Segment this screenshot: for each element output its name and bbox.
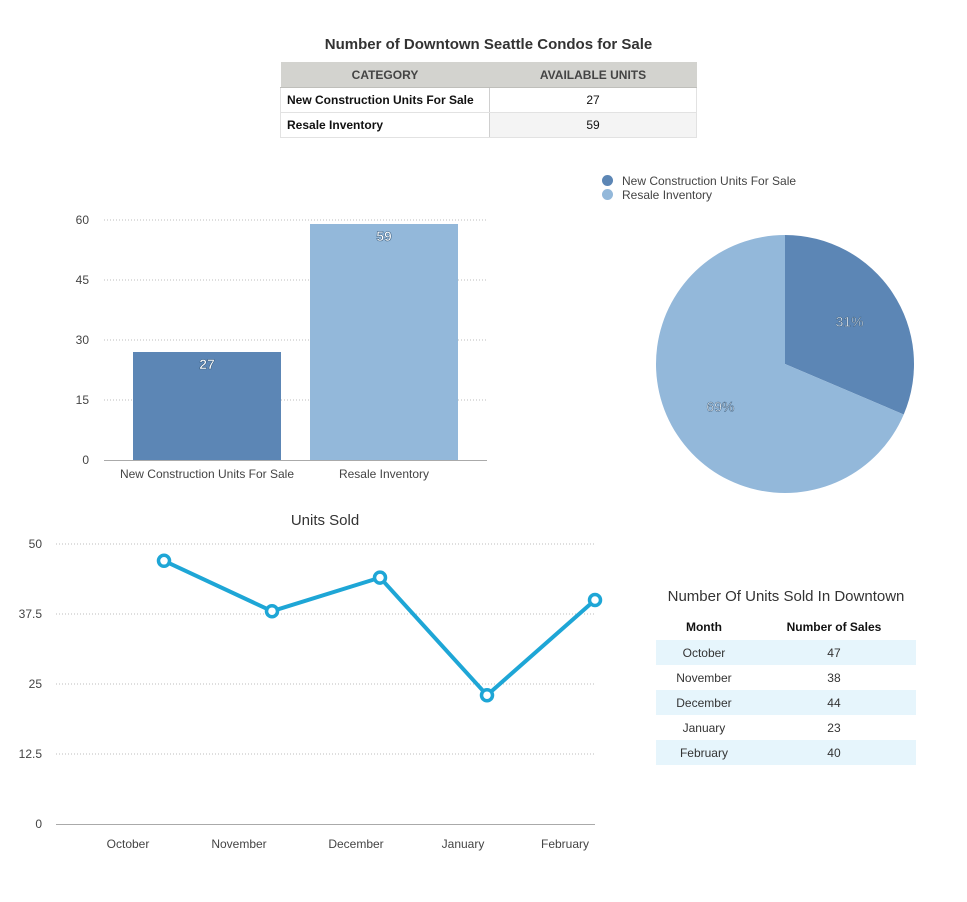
bar-data-label: 59 <box>376 228 392 244</box>
pie-legend: New Construction Units For Sale Resale I… <box>602 174 796 202</box>
table-row: November 38 <box>656 665 916 690</box>
y-tick-label: 37.5 <box>19 607 43 621</box>
table-row: December 44 <box>656 690 916 715</box>
month-cell: February <box>656 740 752 765</box>
condos-table: CATEGORY AVAILABLE UNITS New Constructio… <box>280 62 697 138</box>
sales-cell: 38 <box>827 670 841 685</box>
y-tick-label: 30 <box>76 333 90 347</box>
data-point <box>587 592 603 608</box>
pie-percent-label: 31% <box>836 313 864 329</box>
x-tick-label: New Construction Units For Sale <box>120 467 294 481</box>
bar <box>133 352 281 460</box>
x-tick-label: October <box>107 837 150 851</box>
category-cell: New Construction Units For Sale <box>280 87 490 113</box>
pie-slice <box>656 235 904 493</box>
month-cell: October <box>656 640 752 665</box>
table-row: Resale Inventory 59 <box>280 112 697 138</box>
data-point <box>264 603 280 619</box>
y-tick-label: 0 <box>82 453 89 467</box>
table-header-row: Month Number of Sales <box>656 614 916 640</box>
table-row: New Construction Units For Sale 27 <box>280 87 697 113</box>
bar-chart: 0 15 30 45 60 27 New Construction Units For Sa… <box>76 213 487 481</box>
y-tick-label: 15 <box>76 393 90 407</box>
table-header-row: CATEGORY AVAILABLE UNITS <box>280 62 697 88</box>
x-tick-label: December <box>328 837 383 851</box>
column-header-sales: Number of Sales <box>786 620 882 634</box>
legend-item-new-construction: New Construction Units For Sale <box>602 174 796 188</box>
table-row: January 23 <box>656 715 916 740</box>
month-cell: November <box>676 670 732 685</box>
table-row: October 47 <box>656 640 916 665</box>
legend-item-resale: Resale Inventory <box>602 188 796 202</box>
x-tick-label: November <box>211 837 266 851</box>
y-tick-label: 45 <box>76 273 90 287</box>
month-cell: December <box>656 690 752 715</box>
legend-label: Resale Inventory <box>622 188 713 202</box>
bar-data-label: 27 <box>199 356 215 372</box>
y-tick-label: 0 <box>35 817 42 831</box>
line-chart: Units Sold 0 12.5 25 37.5 50 October November De… <box>19 512 603 851</box>
x-tick-label: Resale Inventory <box>339 467 429 481</box>
column-header-category: CATEGORY <box>280 62 490 88</box>
y-tick-label: 50 <box>29 537 43 551</box>
units-sold-table-title: Number Of Units Sold In Downtown <box>667 588 905 605</box>
table-row: February 40 <box>656 740 916 765</box>
units-sold-table: Month Number of Sales October 47 Novembe… <box>656 614 916 765</box>
data-point <box>479 687 495 703</box>
units-cell: 27 <box>489 87 697 113</box>
column-header-available-units: AVAILABLE UNITS <box>489 62 697 88</box>
y-tick-label: 25 <box>29 677 43 691</box>
legend-label: New Construction Units For Sale <box>622 174 797 188</box>
pie-percent-label: 69% <box>706 399 734 415</box>
legend-swatch-light <box>602 189 613 200</box>
sales-cell: 40 <box>751 740 916 765</box>
sales-cell: 23 <box>827 720 841 735</box>
line-chart-title: Units Sold <box>291 512 359 529</box>
y-tick-label: 12.5 <box>19 747 43 761</box>
x-tick-label: January <box>442 837 485 851</box>
units-cell: 59 <box>489 112 697 138</box>
category-cell: Resale Inventory <box>280 112 490 138</box>
pie-chart: 31% 69% <box>656 235 914 493</box>
month-cell: January <box>682 720 726 735</box>
legend-swatch-dark <box>602 175 613 186</box>
y-tick-label: 60 <box>76 213 90 227</box>
bar <box>310 224 458 460</box>
column-header-month: Month <box>685 620 722 634</box>
sales-cell: 47 <box>751 640 916 665</box>
pie-slice <box>785 235 914 415</box>
data-point <box>372 570 388 585</box>
sales-cell: 44 <box>751 690 916 715</box>
data-point <box>156 553 172 569</box>
condos-table-title: Number of Downtown Seattle Condos for Sa… <box>324 36 653 53</box>
x-tick-label: February <box>541 837 589 851</box>
